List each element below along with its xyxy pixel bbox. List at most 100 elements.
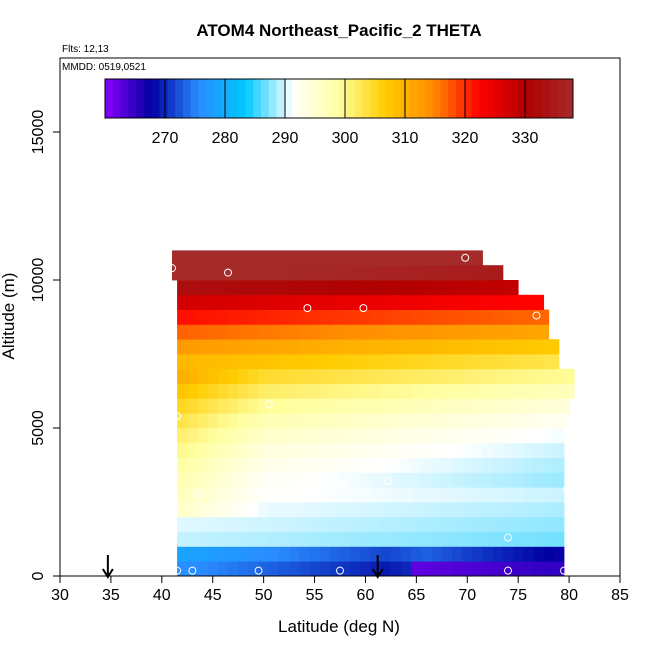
- heatmap-cell: [533, 502, 545, 518]
- heatmap-cell: [207, 442, 219, 458]
- x-axis-label: Latitude (deg N): [278, 617, 400, 636]
- heatmap-cell: [268, 339, 280, 355]
- heatmap-cell: [482, 472, 494, 488]
- heatmap-cell: [187, 324, 198, 340]
- heatmap-cell: [513, 368, 524, 384]
- colorbar-tick-label: 290: [272, 130, 299, 147]
- heatmap-cell: [187, 339, 198, 355]
- heatmap-cell: [248, 383, 259, 399]
- heatmap-cell: [329, 546, 341, 562]
- heatmap-cell: [329, 428, 341, 444]
- heatmap-cell: [390, 280, 402, 296]
- heatmap-cell: [340, 280, 351, 296]
- heatmap-cell: [350, 546, 361, 562]
- heatmap-cell: [401, 413, 412, 429]
- heatmap-cell: [268, 531, 280, 547]
- heatmap-cell: [217, 561, 229, 577]
- colorbar-swatch: [471, 79, 480, 118]
- heatmap-cell: [319, 398, 331, 414]
- heatmap-cell: [492, 531, 504, 547]
- heatmap-cell: [533, 398, 545, 414]
- x-tick-label: 65: [407, 587, 425, 604]
- heatmap-cell: [431, 516, 443, 532]
- heatmap-cell: [431, 294, 443, 310]
- heatmap-cell: [462, 428, 473, 444]
- heatmap-cell: [238, 428, 249, 444]
- heatmap-cell: [411, 324, 422, 340]
- sample-point: [224, 268, 232, 277]
- heatmap-cell: [472, 472, 483, 488]
- heatmap-cell: [217, 442, 229, 458]
- heatmap-cell: [273, 250, 285, 266]
- heatmap-cell: [472, 413, 483, 429]
- heatmap-cell: [380, 487, 392, 503]
- heatmap-cell: [523, 324, 534, 340]
- colorbar-tick-label: 280: [212, 130, 239, 147]
- heatmap-cell: [462, 487, 473, 503]
- heatmap-cell: [309, 383, 321, 399]
- heatmap-cell: [268, 413, 280, 429]
- heatmap-cell: [187, 531, 198, 547]
- heatmap-cell: [492, 487, 504, 503]
- heatmap-cell: [421, 309, 433, 325]
- heatmap-cell: [477, 250, 483, 266]
- heatmap-cell: [355, 265, 366, 281]
- heatmap-cell: [370, 413, 382, 429]
- heatmap-cell: [441, 487, 453, 503]
- heatmap-cell: [309, 442, 321, 458]
- heatmap-cell: [289, 309, 300, 325]
- heatmap-cell: [217, 354, 229, 370]
- heatmap-cell: [533, 546, 545, 562]
- colorbar-swatch: [144, 79, 153, 118]
- heatmap-cell: [426, 265, 438, 281]
- heatmap-cell: [350, 280, 361, 296]
- heatmap-cell: [207, 339, 219, 355]
- heatmap-cell: [278, 398, 290, 414]
- heatmap-cell: [370, 472, 382, 488]
- heatmap-cell: [228, 502, 239, 518]
- heatmap-cell: [238, 354, 249, 370]
- heatmap-cell: [564, 383, 575, 399]
- heatmap-cell: [523, 502, 534, 518]
- colorbar-swatch: [268, 79, 277, 118]
- heatmap-cell: [390, 354, 402, 370]
- heatmap-cell: [217, 502, 229, 518]
- sample-point: [504, 533, 512, 542]
- heatmap-cell: [228, 413, 239, 429]
- heatmap-cell: [207, 368, 219, 384]
- heatmap-cell: [294, 250, 305, 266]
- heatmap-cell: [309, 280, 321, 296]
- heatmap-cell: [350, 413, 361, 429]
- heatmap-cell: [441, 294, 453, 310]
- heatmap-cell: [217, 368, 229, 384]
- heatmap-cell: [278, 516, 290, 532]
- heatmap-cell: [350, 383, 361, 399]
- heatmap-cell: [197, 442, 209, 458]
- heatmap-cell: [411, 502, 422, 518]
- heatmap-cell: [502, 368, 514, 384]
- heatmap-cell: [207, 324, 219, 340]
- heatmap-cell: [177, 383, 188, 399]
- heatmap-cell: [411, 546, 422, 562]
- colorbar-tick-label: 320: [452, 130, 479, 147]
- heatmap-cell: [207, 546, 219, 562]
- heatmap-cell: [207, 398, 219, 414]
- heatmap-cell: [482, 324, 494, 340]
- heatmap-cell: [401, 472, 412, 488]
- heatmap-cell: [299, 531, 310, 547]
- heatmap-cell: [340, 472, 351, 488]
- heatmap-cell: [370, 280, 382, 296]
- heatmap-cell: [421, 487, 433, 503]
- heatmap-cell: [278, 339, 290, 355]
- heatmap-cell: [329, 383, 341, 399]
- heatmap-cell: [187, 472, 198, 488]
- x-tick-label: 80: [560, 587, 578, 604]
- heatmap-cell: [482, 294, 494, 310]
- heatmap-cell: [258, 324, 270, 340]
- heatmap-cell: [411, 368, 422, 384]
- heatmap-cell: [238, 531, 249, 547]
- heatmap-cell: [309, 294, 321, 310]
- heatmap-cell: [258, 516, 270, 532]
- heatmap-cell: [523, 383, 534, 399]
- heatmap-cell: [543, 561, 555, 577]
